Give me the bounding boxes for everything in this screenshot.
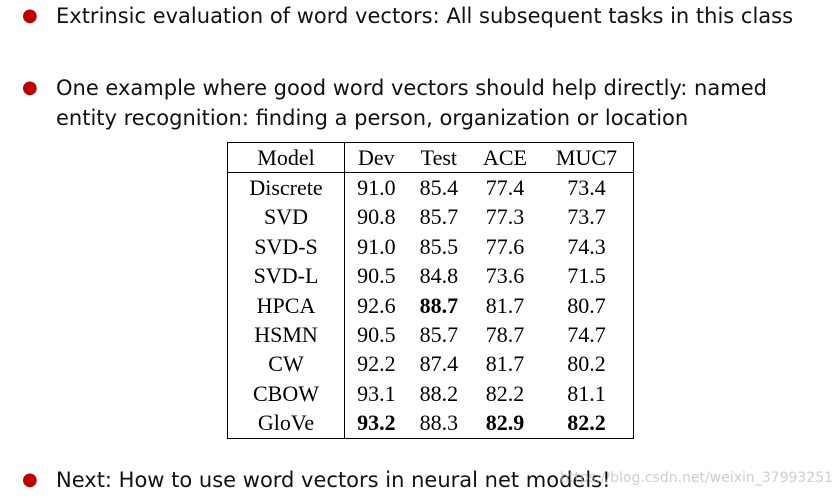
ner-results-table: Model Dev Test ACE MUC7 Discrete 91.0 85.4… xyxy=(227,142,634,439)
model-name-cell: SVD xyxy=(227,202,345,233)
score-cell: 88.3 xyxy=(419,410,459,436)
score-cell: 80.2 xyxy=(567,351,606,377)
table-row: GloVe 93.2 88.3 82.9 82.2 xyxy=(227,408,634,439)
column-header-test: Test xyxy=(407,142,471,174)
score-cell: 93.1 xyxy=(357,380,396,406)
score-cell: 80.7 xyxy=(567,292,606,318)
score-cell: 85.7 xyxy=(419,322,459,348)
score-cell: 92.2 xyxy=(357,351,396,377)
score-cell: 91.0 xyxy=(357,233,396,259)
score-cell: 91.0 xyxy=(357,175,396,201)
model-name-cell: GloVe xyxy=(227,408,345,439)
score-cell: 88.2 xyxy=(419,380,459,406)
score-cell: 73.7 xyxy=(567,204,606,230)
bullet-text: Extrinsic evaluation of word vectors: Al… xyxy=(56,4,794,28)
table-header-row: Model Dev Test ACE MUC7 xyxy=(227,142,634,174)
score-cell: 85.5 xyxy=(419,233,459,259)
bullet-dot-icon: ● xyxy=(22,77,38,98)
score-cell: 77.4 xyxy=(485,175,525,201)
score-cell: 90.5 xyxy=(357,263,396,289)
table-row: SVD 90.8 85.7 77.3 73.7 xyxy=(227,202,634,233)
score-cell: 73.4 xyxy=(567,175,606,201)
model-name-cell: SVD-S xyxy=(227,232,345,262)
table-row: CBOW 93.1 88.2 82.2 81.1 xyxy=(227,379,634,409)
score-cell: 81.1 xyxy=(567,380,606,406)
watermark: https://blog.csdn.net/weixin_37993251 xyxy=(560,470,834,486)
score-cell: 93.2 xyxy=(357,410,396,436)
column-header-model: Model xyxy=(227,142,345,174)
table-body: Discrete 91.0 85.4 77.4 73.4 SVD 90.8 85.7 77.3 7… xyxy=(227,172,634,439)
bullet-text: One example where good word vectors shou… xyxy=(56,76,767,130)
score-cell: 74.7 xyxy=(567,322,606,348)
score-cell: 85.4 xyxy=(419,175,459,201)
score-cell: 74.3 xyxy=(567,233,606,259)
score-cell: 82.9 xyxy=(485,410,525,436)
model-name-cell: CBOW xyxy=(227,379,345,409)
table-row: CW 92.2 87.4 81.7 80.2 xyxy=(227,349,634,380)
table-row: HSMN 90.5 85.7 78.7 74.7 xyxy=(227,320,634,350)
score-cell: 85.7 xyxy=(419,204,459,230)
score-cell: 78.7 xyxy=(485,322,525,348)
score-cell: 92.6 xyxy=(357,292,396,318)
score-cell: 90.8 xyxy=(357,204,396,230)
score-cell: 71.5 xyxy=(567,263,606,289)
table-row: SVD-S 91.0 85.5 77.6 74.3 xyxy=(227,232,634,262)
model-name-cell: HPCA xyxy=(227,290,345,321)
column-header-ace: ACE xyxy=(470,142,540,174)
score-cell: 77.3 xyxy=(485,204,525,230)
score-cell: 81.7 xyxy=(485,351,525,377)
score-cell: 77.6 xyxy=(485,233,525,259)
model-name-cell: CW xyxy=(227,349,345,380)
score-cell: 81.7 xyxy=(485,292,525,318)
column-header-dev: Dev xyxy=(344,142,408,174)
bullet-dot-icon: ● xyxy=(22,5,38,26)
table-row: HPCA 92.6 88.7 81.7 80.7 xyxy=(227,290,634,321)
score-cell: 82.2 xyxy=(567,410,606,436)
table-row: SVD-L 90.5 84.8 73.6 71.5 xyxy=(227,261,634,291)
bullet-dot-icon: ● xyxy=(22,469,38,490)
column-header-muc7: MUC7 xyxy=(539,142,634,174)
score-cell: 88.7 xyxy=(419,292,459,318)
score-cell: 84.8 xyxy=(419,263,459,289)
score-cell: 73.6 xyxy=(485,263,525,289)
model-name-cell: SVD-L xyxy=(227,261,345,291)
table-row: Discrete 91.0 85.4 77.4 73.4 xyxy=(227,172,634,203)
model-name-cell: HSMN xyxy=(227,320,345,350)
score-cell: 90.5 xyxy=(357,322,396,348)
model-name-cell: Discrete xyxy=(227,172,345,203)
score-cell: 82.2 xyxy=(485,380,525,406)
score-cell: 87.4 xyxy=(419,351,459,377)
bullet-text: Next: How to use word vectors in neural … xyxy=(56,468,611,492)
